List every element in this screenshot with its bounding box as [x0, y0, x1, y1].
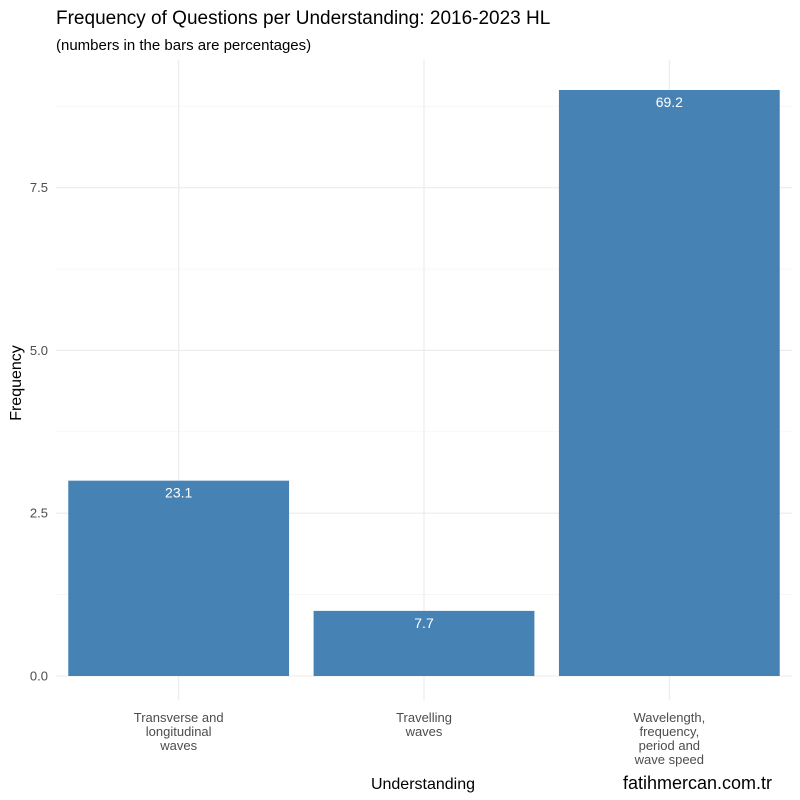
x-tick-label: Travelling waves [396, 710, 452, 739]
bars-group: 23.1 7.7 69.2 [68, 90, 780, 676]
y-tick-label: 0.0 [30, 669, 48, 684]
bar [558, 90, 780, 676]
bar-value-label: 23.1 [165, 485, 192, 501]
y-tick-label: 2.5 [30, 506, 48, 521]
y-tick-labels: 0.0 2.5 5.0 7.5 [30, 180, 48, 683]
bar [313, 610, 535, 676]
bar-value-label: 7.7 [414, 615, 434, 631]
y-tick-label: 5.0 [30, 343, 48, 358]
y-axis-title: Frequency [8, 345, 25, 421]
chart-subtitle: (numbers in the bars are percentages) [56, 37, 311, 54]
x-axis-title: Understanding [371, 776, 475, 793]
x-tick-labels: Transverse and longitudinal waves Travellin… [134, 710, 705, 767]
y-tick-label: 7.5 [30, 180, 48, 195]
bar-value-label: 69.2 [656, 94, 683, 110]
x-tick-label: Transverse and longitudinal waves [134, 710, 224, 753]
chart-title: Frequency of Questions per Understanding… [56, 8, 550, 29]
x-tick-label: Wavelength, frequency, period and wave spee… [633, 710, 705, 767]
source-caption: fatihmercan.com.tr [623, 773, 772, 793]
bar [68, 480, 290, 676]
